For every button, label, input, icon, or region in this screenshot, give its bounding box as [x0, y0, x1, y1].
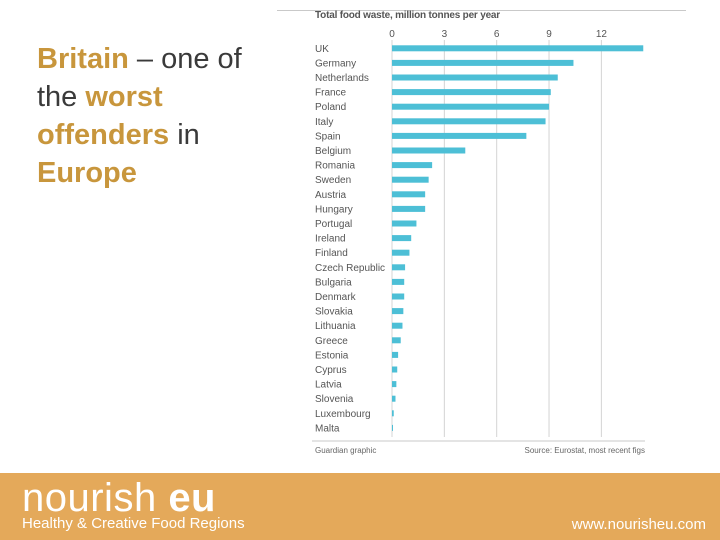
x-tick-label: 6 [494, 29, 500, 40]
x-tick-label: 0 [389, 29, 395, 40]
bar-greece [392, 337, 401, 344]
category-label: Romania [315, 161, 355, 172]
bar-romania [392, 162, 433, 169]
x-tick-label: 3 [442, 29, 448, 40]
chart-credit: Guardian graphic [315, 446, 377, 455]
category-label: Czech Republic [315, 263, 385, 274]
brand-name-bold: eu [168, 476, 216, 520]
bar-sweden [392, 176, 429, 183]
bar-uk [392, 45, 644, 52]
category-label: Hungary [315, 204, 353, 215]
category-label: Ireland [315, 234, 346, 245]
category-label: Bulgaria [315, 277, 352, 288]
headline-text-2: in [169, 119, 200, 151]
bar-finland [392, 249, 410, 256]
category-label: Malta [315, 423, 340, 434]
slide-headline: Britain – one of the worst offenders in … [37, 40, 277, 192]
category-label: Estonia [315, 350, 349, 361]
category-label: Portugal [315, 219, 352, 230]
bar-france [392, 89, 551, 96]
bar-netherlands [392, 74, 558, 81]
bar-ireland [392, 235, 412, 242]
bar-czech-republic [392, 264, 406, 271]
brand-logo: nourish eu [22, 476, 216, 520]
bar-slovakia [392, 308, 404, 315]
category-label: Sweden [315, 175, 351, 186]
category-label: UK [315, 44, 329, 55]
headline-europe: Europe [37, 157, 137, 189]
category-label: Finland [315, 248, 348, 259]
bar-bulgaria [392, 278, 405, 285]
bar-denmark [392, 293, 405, 300]
category-label: Italy [315, 117, 333, 128]
bar-lithuania [392, 322, 403, 329]
headline-worst-offenders: worst offenders [37, 81, 170, 151]
bar-portugal [392, 220, 417, 227]
bar-slovenia [392, 395, 396, 402]
bar-poland [392, 103, 550, 110]
chart-source: Source: Eurostat, most recent figs [524, 446, 646, 455]
bar-germany [392, 59, 574, 66]
bar-luxembourg [392, 410, 394, 417]
category-label: Cyprus [315, 365, 347, 376]
x-tick-label: 9 [546, 29, 552, 40]
category-label: Netherlands [315, 73, 369, 84]
category-label: Slovenia [315, 394, 354, 405]
category-label: Lithuania [315, 321, 356, 332]
bar-latvia [392, 381, 397, 388]
x-tick-label: 12 [596, 29, 608, 40]
category-label: Latvia [315, 380, 342, 391]
category-label: Poland [315, 102, 346, 113]
category-label: Belgium [315, 146, 351, 157]
category-label: Luxembourg [315, 409, 371, 420]
chart-top-rule [277, 10, 686, 11]
food-waste-bar-chart: 0 3 6 9 12 UK Germany Netherlands France Poland It… [312, 29, 645, 442]
brand-banner [0, 473, 720, 540]
bar-hungary [392, 205, 426, 212]
bar-estonia [392, 351, 399, 358]
chart-title: Total food waste, million tonnes per yea… [315, 10, 500, 21]
category-label: France [315, 88, 347, 99]
category-label: Austria [315, 190, 347, 201]
category-label: Germany [315, 58, 356, 69]
bar-austria [392, 191, 426, 198]
bar-cyprus [392, 366, 398, 373]
category-label: Slovakia [315, 307, 353, 318]
headline-britain: Britain [37, 43, 129, 75]
bar-italy [392, 118, 546, 125]
category-label: Spain [315, 131, 341, 142]
bar-belgium [392, 147, 466, 154]
website-link[interactable]: www.nourisheu.com [571, 516, 706, 533]
headline-text-1: – one of the [37, 43, 242, 113]
brand-name-light: nourish [22, 476, 169, 520]
category-label: Denmark [315, 292, 357, 303]
bar-spain [392, 132, 527, 139]
brand-tagline: Healthy & Creative Food Regions [22, 515, 245, 532]
category-label: Greece [315, 336, 348, 347]
bar-malta [392, 424, 393, 431]
